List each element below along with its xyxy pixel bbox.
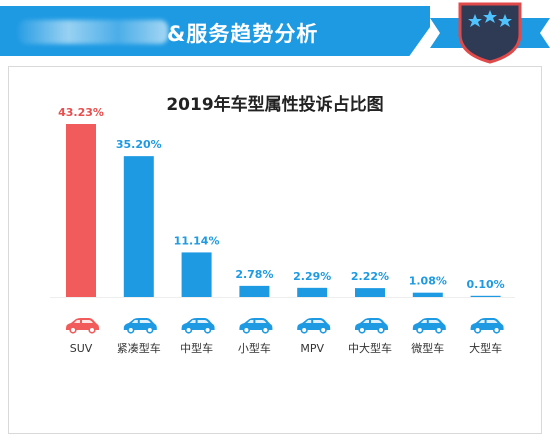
icon-window [189, 320, 209, 323]
value-label-4: 2.29% [293, 270, 331, 283]
blurred-title-region [18, 20, 168, 44]
icon-window [247, 320, 267, 323]
chart-title: 2019年车型属性投诉占比图 [166, 95, 384, 115]
car-icon [181, 318, 215, 334]
icon-window [305, 320, 325, 323]
icon-wheel [377, 326, 385, 334]
icon-wheel [435, 326, 443, 334]
chart-frame [8, 66, 542, 434]
badge-area [430, 0, 550, 64]
icon-wheel [204, 326, 212, 334]
icon-window [131, 320, 151, 323]
car-icon [123, 318, 157, 334]
value-label-5: 2.22% [351, 270, 389, 283]
bar-1 [123, 156, 154, 297]
bar-4 [297, 287, 328, 297]
badge-graphic [430, 2, 550, 64]
icon-window [363, 320, 382, 323]
bar-6 [412, 292, 443, 297]
car-icon [355, 318, 388, 334]
value-label-2: 11.14% [174, 234, 220, 247]
icon-wheel [88, 326, 96, 334]
icon-wheel [300, 326, 308, 334]
category-label-7: 大型车 [469, 341, 502, 355]
value-label-3: 2.78% [235, 268, 273, 281]
bar-7 [470, 295, 501, 297]
car-icon [470, 318, 504, 334]
mpv-icon [297, 318, 331, 334]
icon-window [478, 320, 498, 323]
icon-window [420, 320, 440, 323]
category-label-6: 微型车 [411, 341, 444, 355]
category-label-2: 中型车 [180, 341, 213, 355]
ribbon-left [430, 18, 465, 48]
value-label-7: 0.10% [467, 278, 505, 291]
category-label-4: MPV [300, 342, 324, 355]
icon-wheel [416, 326, 424, 334]
icon-wheel [261, 326, 269, 334]
header-title: &服务趋势分析 [167, 22, 319, 46]
star-icon [483, 10, 497, 23]
icon-wheel [493, 326, 501, 334]
bar-3 [239, 285, 270, 297]
bar-2 [181, 252, 212, 297]
icon-wheel [242, 326, 250, 334]
category-label-1: 紧凑型车 [117, 341, 161, 355]
icon-wheel [146, 326, 154, 334]
category-label-5: 中大型车 [348, 341, 392, 355]
icon-wheel [185, 326, 193, 334]
star-icon [498, 14, 512, 27]
bar-0 [66, 124, 96, 297]
value-label-1: 35.20% [116, 138, 162, 151]
icon-wheel [474, 326, 482, 334]
value-label-6: 1.08% [409, 275, 447, 288]
category-label-0: SUV [70, 342, 93, 355]
bar-5 [355, 288, 385, 297]
icon-wheel [358, 326, 366, 334]
value-label-0: 43.23% [58, 106, 104, 119]
star-icon [468, 14, 482, 27]
suv-icon [66, 318, 99, 334]
hatchback-icon [239, 318, 273, 334]
hatchback-icon [412, 318, 446, 334]
category-label-3: 小型车 [238, 341, 271, 355]
icon-wheel [127, 326, 135, 334]
icon-window [74, 320, 93, 323]
ribbon-right [515, 18, 550, 48]
icon-wheel [69, 326, 77, 334]
icon-wheel [319, 326, 327, 334]
